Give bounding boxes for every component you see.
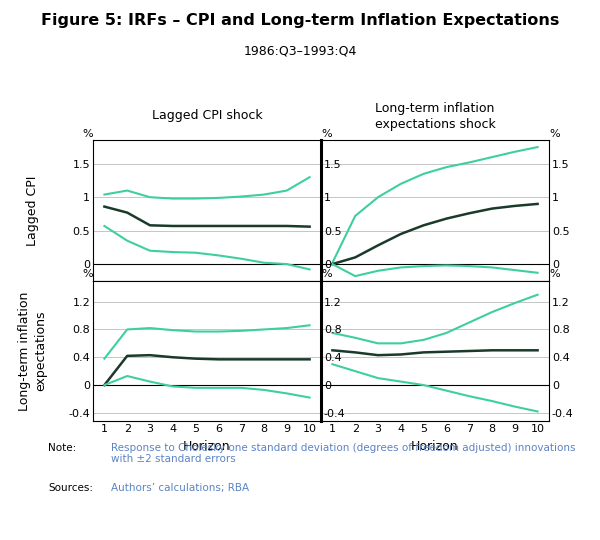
Text: Note:: Note: [48,443,76,453]
X-axis label: Horizon: Horizon [183,440,231,453]
Text: Response to Cholesky one standard deviation (degrees of freedom adjusted) innova: Response to Cholesky one standard deviat… [111,443,575,464]
Text: %: % [549,269,560,279]
Text: Long-term inflation
expectations: Long-term inflation expectations [19,291,47,411]
Text: %: % [82,129,93,139]
Text: Lagged CPI shock: Lagged CPI shock [152,109,262,122]
Text: %: % [82,269,93,279]
Text: Figure 5: IRFs – CPI and Long-term Inflation Expectations: Figure 5: IRFs – CPI and Long-term Infla… [41,14,559,29]
Text: %: % [549,129,560,139]
Text: Authors’ calculations; RBA: Authors’ calculations; RBA [111,483,249,494]
Text: %: % [321,129,332,139]
Text: Sources:: Sources: [48,483,93,494]
Text: Lagged CPI: Lagged CPI [26,176,40,246]
X-axis label: Horizon: Horizon [411,440,459,453]
Text: 1986:Q3–1993:Q4: 1986:Q3–1993:Q4 [244,44,356,57]
Text: Long-term inflation
expectations shock: Long-term inflation expectations shock [374,102,496,131]
Text: %: % [321,269,332,279]
